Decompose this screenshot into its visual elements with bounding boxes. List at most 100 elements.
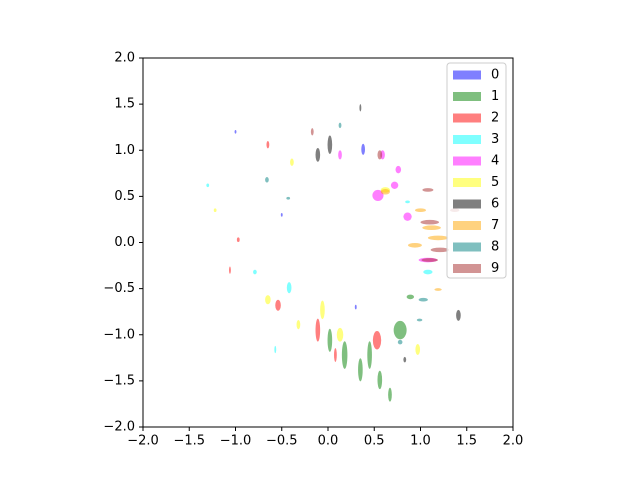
- ellipse-marker: [408, 242, 422, 248]
- ellipse-marker: [422, 225, 441, 231]
- marks: [206, 104, 461, 402]
- ellipse-marker: [315, 318, 321, 342]
- ellipse-marker: [338, 150, 342, 160]
- ellipse-marker: [422, 188, 434, 192]
- y-tick-label: 1.0: [114, 143, 135, 158]
- x-tick-label: 0.5: [364, 434, 385, 449]
- legend-label: 2: [491, 111, 499, 126]
- y-tick-label: −2.0: [103, 420, 135, 435]
- legend-swatch: [453, 178, 481, 187]
- y-tick-label: 2.0: [114, 51, 135, 66]
- ellipse-marker: [418, 297, 428, 302]
- ellipse-marker: [310, 128, 314, 136]
- ellipse-marker: [420, 219, 439, 225]
- ellipse-marker: [390, 181, 399, 189]
- ellipse-marker: [280, 212, 283, 217]
- x-tick-label: 1.0: [410, 434, 431, 449]
- ellipse-marker: [213, 208, 217, 213]
- y-tick-label: 1.5: [114, 97, 135, 112]
- ellipse-marker: [296, 319, 301, 330]
- y-tick-label: −0.5: [103, 281, 135, 296]
- ellipse-marker: [236, 237, 240, 243]
- legend-swatch: [453, 135, 481, 144]
- x-tick-label: 0.0: [318, 434, 339, 449]
- ellipse-marker: [377, 370, 383, 390]
- ellipse-marker: [327, 135, 333, 154]
- ellipse-marker: [416, 318, 423, 322]
- ellipse-marker: [397, 339, 403, 345]
- ellipse-marker: [395, 165, 402, 174]
- ellipse-marker: [406, 294, 415, 300]
- ellipse-marker: [275, 299, 281, 311]
- legend: 0 1 2 3 4 5 6 7 8 9: [446, 62, 507, 279]
- ellipse-marker: [434, 288, 442, 291]
- ellipse-marker: [380, 188, 390, 195]
- legend-swatch: [453, 264, 481, 273]
- y-tick-label: −1.0: [103, 327, 135, 342]
- ellipse-marker: [358, 358, 363, 382]
- ellipse-marker: [393, 320, 407, 340]
- legend-label: 5: [491, 175, 499, 190]
- ellipse-marker: [286, 282, 292, 294]
- ellipse-marker: [338, 122, 342, 129]
- legend-swatch: [453, 92, 481, 101]
- ellipse-marker: [286, 196, 291, 200]
- x-tick-label: −1.5: [173, 434, 205, 449]
- ellipse-marker: [405, 200, 410, 204]
- ellipse-marker: [229, 266, 231, 274]
- legend-label: 0: [491, 68, 499, 83]
- legend-label: 4: [491, 154, 499, 169]
- ellipse-marker: [253, 269, 257, 275]
- ellipse-marker: [423, 269, 433, 275]
- legend-label: 7: [491, 218, 499, 233]
- ellipse-marker: [334, 348, 337, 362]
- ellipse-marker: [430, 247, 450, 253]
- ellipse-marker: [265, 177, 269, 183]
- ellipse-marker: [414, 208, 427, 213]
- y-tick-label: −1.5: [103, 373, 135, 388]
- legend-label: 6: [491, 197, 499, 212]
- ellipse-marker: [372, 331, 382, 350]
- ellipse-marker: [327, 328, 333, 352]
- ellipse-marker: [315, 147, 321, 162]
- legend-swatch: [453, 199, 481, 209]
- ellipse-marker: [403, 356, 407, 363]
- x-tick-label: 2.0: [503, 434, 524, 449]
- legend-swatch: [453, 221, 481, 230]
- ellipse-marker: [421, 258, 439, 262]
- ellipse-marker: [372, 189, 384, 201]
- ellipse-marker: [206, 183, 210, 188]
- legend-label: 3: [491, 132, 499, 147]
- x-tick-label: −2.0: [127, 434, 159, 449]
- ellipse-marker: [359, 104, 362, 112]
- legend-swatch: [453, 242, 481, 252]
- ellipse-marker: [336, 327, 344, 342]
- legend-swatch: [453, 113, 481, 123]
- legend-label: 9: [491, 261, 499, 276]
- ellipse-marker: [388, 387, 392, 402]
- ellipse-marker: [361, 143, 365, 155]
- x-tick-label: −0.5: [266, 434, 298, 449]
- legend-swatch: [453, 156, 481, 166]
- ellipse-marker: [415, 343, 421, 356]
- ellipse-marker: [290, 158, 294, 166]
- ellipse-marker: [266, 141, 270, 149]
- ellipse-marker: [354, 304, 357, 310]
- legend-swatch: [453, 70, 481, 80]
- ticks: −2.0 −1.5 −1.0 −0.5 0.0 0.5 1.0 1.5 2.0−2.0−1.5−…: [103, 51, 523, 449]
- y-tick-label: 0.0: [114, 235, 135, 250]
- ellipse-marker: [403, 212, 412, 221]
- x-tick-label: −1.0: [220, 434, 252, 449]
- x-tick-label: 1.5: [456, 434, 477, 449]
- ellipse-marker: [456, 309, 461, 321]
- ellipse-marker: [234, 129, 237, 134]
- ellipse-marker: [274, 345, 277, 354]
- legend-label: 8: [491, 240, 499, 255]
- ellipse-marker: [320, 300, 325, 320]
- y-tick-label: 0.5: [114, 189, 135, 204]
- ellipse-marker: [341, 341, 348, 369]
- ellipse-marker: [265, 295, 271, 305]
- ellipse-marker: [427, 235, 449, 241]
- legend-label: 1: [491, 89, 499, 104]
